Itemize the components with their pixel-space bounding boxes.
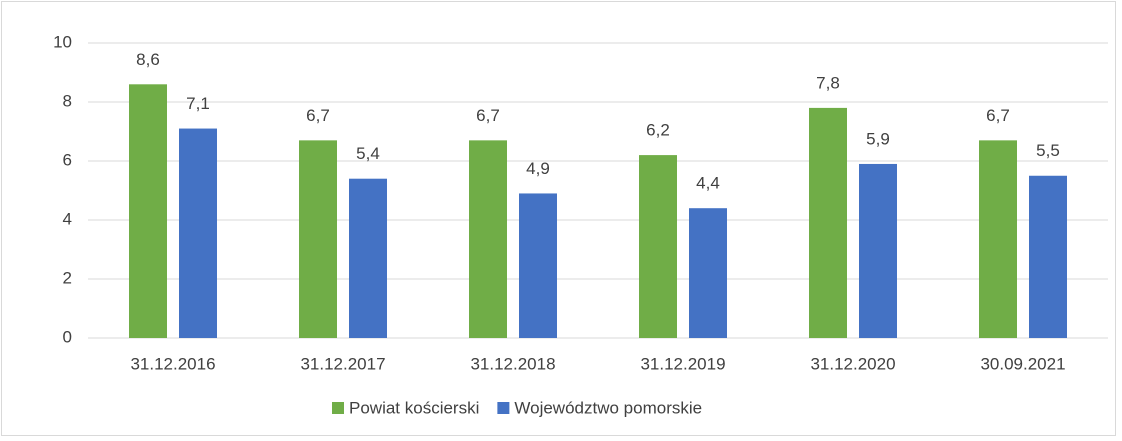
y-tick-label: 4 xyxy=(63,209,72,228)
bar xyxy=(299,140,337,338)
x-tick-label: 31.12.2019 xyxy=(640,354,725,373)
data-label: 7,1 xyxy=(186,94,210,113)
bar xyxy=(519,193,557,338)
data-label: 4,9 xyxy=(526,159,550,178)
data-label: 5,4 xyxy=(356,144,380,163)
y-tick-label: 10 xyxy=(53,32,72,51)
data-label: 6,7 xyxy=(986,106,1010,125)
y-tick-label: 0 xyxy=(63,327,72,346)
bar xyxy=(979,140,1017,338)
legend-swatch xyxy=(332,402,344,414)
data-label: 5,5 xyxy=(1036,141,1060,160)
x-tick-label: 31.12.2020 xyxy=(810,354,895,373)
bar xyxy=(809,107,847,339)
y-tick-label: 8 xyxy=(63,91,72,110)
x-tick-label: 30.09.2021 xyxy=(980,354,1065,373)
bar xyxy=(1029,175,1067,338)
legend-swatch xyxy=(497,402,510,414)
bar xyxy=(129,84,167,338)
data-label: 6,7 xyxy=(306,106,330,125)
bar xyxy=(469,140,507,338)
x-tick-label: 31.12.2016 xyxy=(130,354,215,373)
data-label: 8,6 xyxy=(136,50,160,69)
y-tick-label: 6 xyxy=(63,150,72,169)
data-label: 4,4 xyxy=(696,174,720,193)
bar xyxy=(689,208,727,338)
data-label: 6,2 xyxy=(646,121,670,140)
y-tick-label: 2 xyxy=(63,268,72,287)
data-label: 6,7 xyxy=(476,106,500,125)
bar xyxy=(179,128,217,338)
x-tick-label: 31.12.2017 xyxy=(300,354,385,373)
x-tick-label: 31.12.2018 xyxy=(470,354,555,373)
bar xyxy=(349,178,387,338)
bar xyxy=(639,155,677,338)
data-label: 5,9 xyxy=(866,129,890,148)
data-label: 7,8 xyxy=(816,73,840,92)
bar xyxy=(859,163,897,338)
legend-label: Województwo pomorskie xyxy=(514,398,702,417)
legend-label: Powiat kościerski xyxy=(349,398,479,417)
